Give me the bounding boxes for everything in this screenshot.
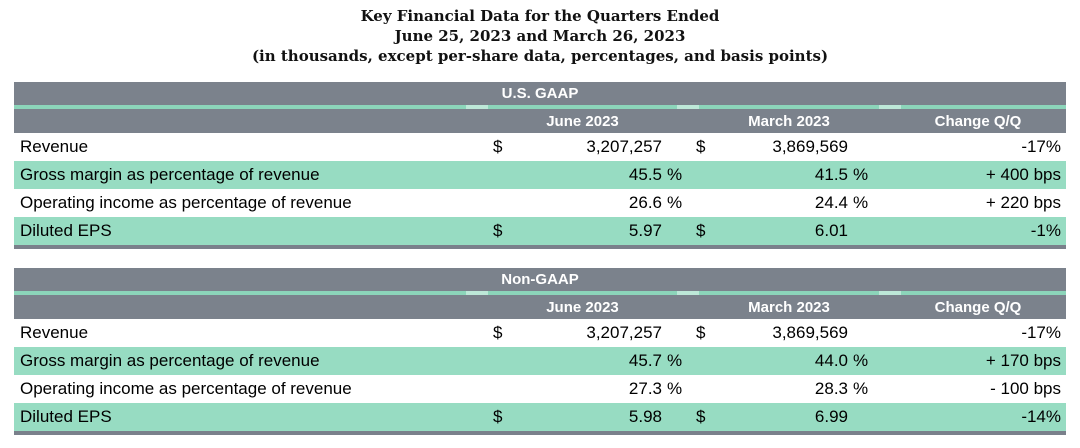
us-gaap-band-header: U.S. GAAP [14, 82, 1066, 105]
cell-value: 27.3 [628, 379, 662, 398]
cell-change: -17% [1021, 137, 1061, 156]
percent-sign: % [667, 379, 683, 398]
cell-march: 44.0 % [688, 347, 890, 375]
dollar-sign: $ [493, 221, 503, 240]
row-label: Diluted EPS [20, 407, 112, 426]
cell-march: $ 3,869,569 [688, 133, 890, 161]
cell-june: 45.7 % [477, 347, 688, 375]
cell-value: 3,869,569 [772, 323, 848, 342]
row-label: Revenue [20, 323, 89, 342]
dollar-sign: $ [696, 137, 706, 156]
column-notch [466, 105, 488, 109]
row-label: Diluted EPS [20, 221, 112, 240]
cell-change: -17% [1021, 323, 1061, 342]
cell-change: + 400 bps [985, 165, 1061, 184]
row-label: Gross margin as percentage of revenue [20, 351, 320, 370]
column-header-june-2023: June 2023 [546, 112, 619, 130]
cell-june: $ 5.97 [477, 217, 688, 245]
non-gaap-band-label: Non-GAAP [501, 271, 579, 288]
percent-sign: % [853, 193, 869, 212]
column-header-march-2023: March 2023 [748, 298, 830, 316]
table-row-gross-margin: Gross margin as percentage of revenue 45… [14, 347, 1066, 375]
row-label: Revenue [20, 137, 89, 156]
percent-sign: % [667, 193, 683, 212]
row-label: Operating income as percentage of revenu… [20, 193, 352, 212]
cell-june: $ 3,207,257 [477, 133, 688, 161]
table-row-revenue: Revenue $ 3,207,257 $ 3,869,569 -17% [14, 319, 1066, 347]
cell-june: 45.5 % [477, 161, 688, 189]
teal-divider [14, 291, 1066, 295]
us-gaap-table: U.S. GAAP June 2023 March 2023 Change Q/… [14, 82, 1066, 249]
cell-value: 6.99 [814, 407, 848, 426]
non-gaap-column-header-row: June 2023 March 2023 Change Q/Q [14, 295, 1066, 319]
row-label: Operating income as percentage of revenu… [20, 379, 352, 398]
row-label: Gross margin as percentage of revenue [20, 165, 320, 184]
cell-change: -14% [1021, 407, 1061, 426]
column-header-march-2023: March 2023 [748, 112, 830, 130]
title-line-1: Key Financial Data for the Quarters Ende… [360, 7, 720, 25]
column-notch [677, 105, 699, 109]
column-notch [879, 105, 901, 109]
table-row-operating-income: Operating income as percentage of revenu… [14, 189, 1066, 217]
cell-march: 24.4 % [688, 189, 890, 217]
us-gaap-column-header-row: June 2023 March 2023 Change Q/Q [14, 109, 1066, 133]
page-title: Key Financial Data for the Quarters Ende… [0, 6, 1080, 66]
cell-march: 28.3 % [688, 375, 890, 403]
cell-value: 24.4 [814, 193, 848, 212]
percent-sign: % [667, 165, 683, 184]
table-row-gross-margin: Gross margin as percentage of revenue 45… [14, 161, 1066, 189]
column-notch [466, 291, 488, 295]
column-header-june-2023: June 2023 [546, 298, 619, 316]
cell-value: 3,207,257 [586, 323, 662, 342]
cell-value: 28.3 [814, 379, 848, 398]
cell-value: 45.5 [628, 165, 662, 184]
cell-value: 41.5 [814, 165, 848, 184]
cell-value: 26.6 [628, 193, 662, 212]
dollar-sign: $ [696, 407, 706, 426]
cell-value: 5.97 [628, 221, 662, 240]
table-row-operating-income: Operating income as percentage of revenu… [14, 375, 1066, 403]
us-gaap-band-label: U.S. GAAP [501, 85, 579, 102]
cell-change: + 220 bps [985, 193, 1061, 212]
teal-divider [14, 105, 1066, 109]
column-header-change-qq: Change Q/Q [934, 112, 1022, 130]
cell-march: $ 6.99 [688, 403, 890, 431]
cell-march: 41.5 % [688, 161, 890, 189]
cell-june: 27.3 % [477, 375, 688, 403]
title-line-3: (in thousands, except per-share data, pe… [251, 47, 829, 65]
column-notch [677, 291, 699, 295]
cell-value: 45.7 [628, 351, 662, 370]
dollar-sign: $ [696, 323, 706, 342]
cell-march: $ 3,869,569 [688, 319, 890, 347]
cell-value: 3,207,257 [586, 137, 662, 156]
cell-march: $ 6.01 [688, 217, 890, 245]
column-header-change-qq: Change Q/Q [934, 298, 1022, 316]
table-row-diluted-eps: Diluted EPS $ 5.97 $ 6.01 -1% [14, 217, 1066, 245]
percent-sign: % [853, 351, 869, 370]
cell-value: 44.0 [814, 351, 848, 370]
percent-sign: % [853, 379, 869, 398]
cell-value: 6.01 [814, 221, 848, 240]
cell-change: + 170 bps [985, 351, 1061, 370]
cell-june: $ 3,207,257 [477, 319, 688, 347]
percent-sign: % [853, 165, 869, 184]
column-notch [879, 291, 901, 295]
dollar-sign: $ [493, 137, 503, 156]
table-row-revenue: Revenue $ 3,207,257 $ 3,869,569 -17% [14, 133, 1066, 161]
dollar-sign: $ [493, 407, 503, 426]
cell-june: 26.6 % [477, 189, 688, 217]
cell-change: -1% [1030, 221, 1061, 240]
dollar-sign: $ [696, 221, 706, 240]
title-line-2: June 25, 2023 and March 26, 2023 [394, 27, 686, 45]
cell-value: 5.98 [628, 407, 662, 426]
non-gaap-band-header: Non-GAAP [14, 268, 1066, 291]
dollar-sign: $ [493, 323, 503, 342]
cell-june: $ 5.98 [477, 403, 688, 431]
non-gaap-table: Non-GAAP June 2023 March 2023 Change Q/Q… [14, 268, 1066, 435]
table-row-diluted-eps: Diluted EPS $ 5.98 $ 6.99 -14% [14, 403, 1066, 431]
cell-value: 3,869,569 [772, 137, 848, 156]
percent-sign: % [667, 351, 683, 370]
cell-change: - 100 bps [990, 379, 1061, 398]
